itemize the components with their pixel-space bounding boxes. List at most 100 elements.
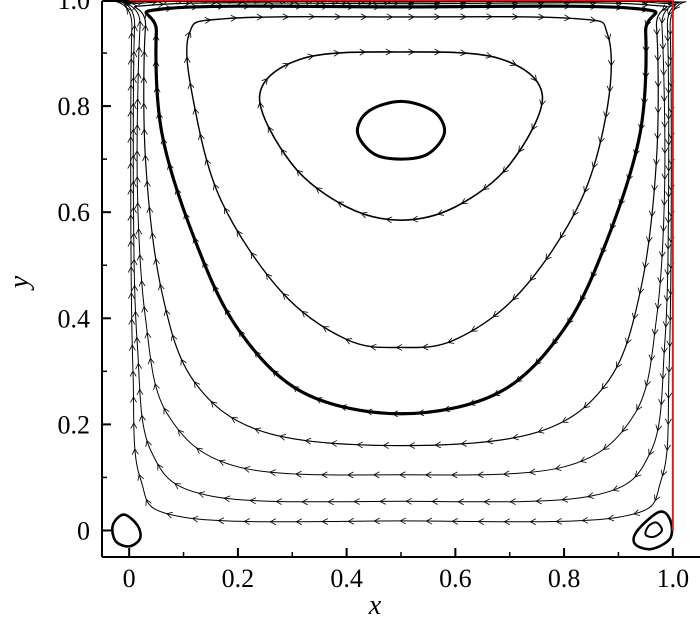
streamline-6-arrow-41 <box>327 498 334 506</box>
streamline-2-arrow-40 <box>185 30 192 38</box>
streamline-1-arrow-21 <box>257 101 264 109</box>
streamline-6-arrow-34 <box>509 498 516 505</box>
streamline-5-arrow-53 <box>135 227 143 235</box>
streamline-6-arrow-19 <box>665 217 672 224</box>
streamline-9 <box>632 510 674 551</box>
streamline-4-arrow-34 <box>382 442 389 449</box>
streamline-3-arrow-45 <box>160 137 168 145</box>
streamline-1-arrow-26 <box>359 48 367 56</box>
streamline-5-arrow-33 <box>476 471 484 479</box>
streamline-6-arrow-27 <box>655 424 662 432</box>
streamline-2-arrow-44 <box>282 13 290 21</box>
streamline-1-arrow-23 <box>282 62 290 69</box>
streamline-2-arrow-20 <box>492 310 500 318</box>
streamline-4-arrow-32 <box>434 441 441 449</box>
streamline-5-arrow-11 <box>658 17 666 25</box>
streamline-4-arrow-55 <box>140 50 148 58</box>
streamline-1-arrow-13 <box>411 215 419 223</box>
streamline-6-arrow-54 <box>132 310 139 318</box>
streamline-7-arrow-63 <box>127 162 135 169</box>
streamline-2-arrow-23 <box>421 343 429 351</box>
y-tick-label-4: 0.8 <box>58 92 91 121</box>
streamline-7-arrow-29 <box>660 469 668 477</box>
streamline-3-arrow-24 <box>534 358 542 366</box>
streamline-5-arrow-60 <box>135 46 143 53</box>
streamline-3-arrow-54 <box>243 2 251 10</box>
streamline-4-arrow-17 <box>651 184 658 192</box>
streamline-5-arrow-55 <box>134 176 141 183</box>
streamline-4-arrow-22 <box>631 312 639 320</box>
streamline-4-arrow-23 <box>625 337 632 345</box>
streamline-4-arrow-11 <box>653 29 660 36</box>
streamline-4-arrow-12 <box>654 55 662 62</box>
streamline-3-arrow-37 <box>238 330 246 338</box>
streamline-5-arrow-20 <box>659 251 666 258</box>
streamline-7-arrow-11 <box>673 2 681 10</box>
streamline-7-arrow-54 <box>130 396 137 403</box>
streamline-2-arrow-9 <box>608 60 615 67</box>
streamline-7-arrow-27 <box>665 418 672 426</box>
streamline-6 <box>120 0 682 503</box>
streamline-5-arrow-15 <box>661 121 668 129</box>
streamline-7-arrow-57 <box>128 318 136 325</box>
streamline-3-arrow-31 <box>365 408 373 416</box>
streamline-2-arrow-30 <box>265 272 273 280</box>
streamline-10 <box>644 521 663 539</box>
streamline-5-arrow-59 <box>134 72 142 79</box>
streamline-6-arrow-53 <box>133 336 141 344</box>
streamline-2-arrow-34 <box>213 183 220 191</box>
streamline-2-arrow-37 <box>192 107 200 115</box>
streamline-7-arrow-10 <box>668 0 675 5</box>
streamline-7-arrow-65 <box>127 110 135 117</box>
streamline-5-arrow-16 <box>661 147 669 155</box>
streamline-5-arrow-48 <box>147 357 155 365</box>
streamline-5-arrow-43 <box>218 459 226 466</box>
streamline-5-arrow-61 <box>137 20 144 27</box>
streamline-2-arrow-1 <box>434 13 441 21</box>
streamline-4-arrow-54 <box>140 76 148 83</box>
streamline-3-arrow-20 <box>590 271 597 279</box>
streamline-1-arrow-22 <box>261 77 269 85</box>
streamline-5-arrow-17 <box>661 173 669 181</box>
streamline-2-arrow-26 <box>344 338 353 345</box>
streamline-7-arrow-43 <box>321 518 328 525</box>
streamline-4-arrow-13 <box>654 81 662 88</box>
streamline-2-arrow-39 <box>184 56 191 63</box>
streamline-6-arrow-40 <box>353 498 360 505</box>
axes-group <box>101 0 700 558</box>
streamline-3-arrow-11 <box>642 46 650 54</box>
streamline-2-arrow-33 <box>224 207 230 215</box>
streamline-4-arrow-45 <box>163 308 171 316</box>
streamline-2-arrow-0 <box>408 13 415 21</box>
streamline-3-arrow-1 <box>434 3 441 11</box>
streamline-4-arrow-48 <box>149 232 157 239</box>
streamline-5-arrow-13 <box>660 69 667 77</box>
streamline-4-arrow-25 <box>601 382 608 390</box>
streamline-6-arrow-32 <box>561 496 569 503</box>
streamline-7-arrow-53 <box>130 422 138 429</box>
streamline-6-arrow-15 <box>665 113 672 120</box>
streamline-4-arrow-30 <box>486 437 494 445</box>
streamline-7-arrow-50 <box>145 498 152 506</box>
y-tick-label-0: 0 <box>77 516 90 545</box>
streamline-0 <box>355 99 447 161</box>
streamline-4-arrow-39 <box>254 427 262 434</box>
streamline-7-arrow-62 <box>127 188 135 195</box>
streamline-2-arrow-45 <box>308 13 316 20</box>
streamline-3-arrow-28 <box>443 405 451 413</box>
streamline-3-arrow-39 <box>212 284 219 292</box>
streamline-5-arrow-50 <box>141 305 148 313</box>
streamline-4-arrow-53 <box>140 102 148 109</box>
streamline-4-arrow-46 <box>158 283 165 291</box>
streamline-3-arrow-26 <box>492 389 501 396</box>
streamline-4-arrow-56 <box>141 24 149 32</box>
streamline-5 <box>126 0 676 476</box>
streamline-6-arrow-63 <box>130 76 137 84</box>
streamline-7-arrow-55 <box>129 370 137 377</box>
streamline-7-arrow-33 <box>581 517 589 524</box>
streamline-5-arrow-26 <box>636 403 643 411</box>
streamline-5-arrow-46 <box>163 407 170 415</box>
streamline-2-arrow-11 <box>603 111 610 119</box>
streamline-6-arrow-55 <box>131 284 138 292</box>
streamline-2-arrow-7 <box>589 16 597 24</box>
